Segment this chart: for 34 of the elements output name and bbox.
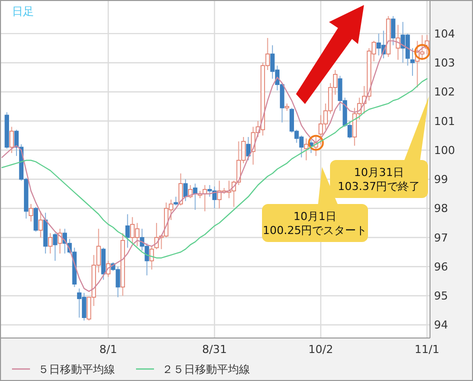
candlestick [9,126,14,154]
y-tick-label: 103 [434,56,455,70]
x-tick-label: 8/31 [202,343,227,356]
y-tick-label: 96 [434,260,448,274]
y-tick-label: 95 [434,290,448,303]
y-tick-label: 97 [434,231,448,244]
candlestick [34,206,38,232]
candlestick [246,136,251,161]
y-tick-label: 104 [434,27,455,40]
x-tick-label: 11/1 [414,343,440,356]
candlestick [48,232,52,254]
y-tick-label: 101 [434,114,455,128]
candlestick [38,210,43,238]
chart-title: 日足 [12,5,34,18]
candlestick [52,232,58,262]
candlestick [125,214,130,248]
y-tick-label: 94 [434,318,448,332]
candlestick [178,172,183,206]
candlestick [390,16,396,46]
legend-label: ２５日移動平均線 [162,362,250,376]
legend-label: ５日移動平均線 [38,362,115,376]
candlestick [150,246,154,270]
x-tick-label: 8/1 [99,343,118,356]
annotation: 10月1日 100.25円でスタート [262,210,368,237]
annotation: 10月31日 103.37円で終了 [338,166,420,193]
candlestick [202,184,208,212]
y-tick-label: 102 [434,86,455,99]
candlestick [28,204,34,222]
y-tick-label: 98 [434,202,448,216]
candlestick [192,183,198,210]
y-tick-label: 100 [434,144,455,157]
candlestick [304,138,308,161]
y-tick-label: 99 [434,173,448,186]
x-tick-label: 10/2 [308,343,334,356]
